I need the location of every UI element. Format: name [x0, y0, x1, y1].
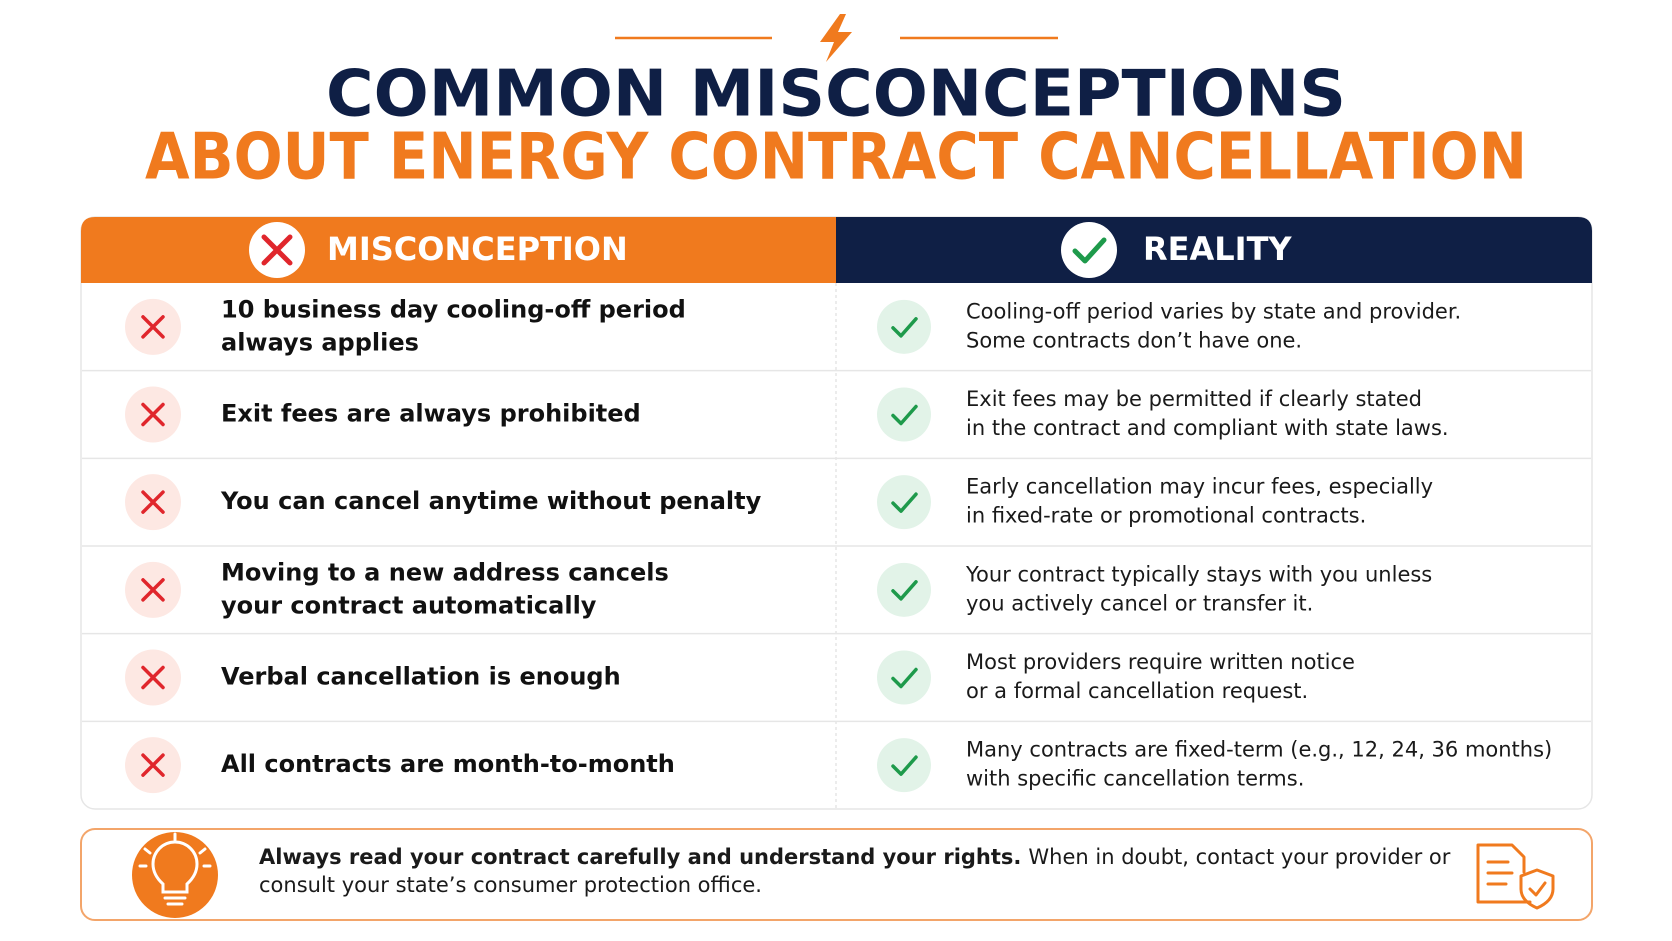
check-mark	[1072, 237, 1107, 264]
check-mark	[891, 580, 918, 601]
x-mark	[141, 490, 165, 514]
bulb-glyph	[138, 832, 212, 906]
check-mark	[891, 755, 918, 776]
reality-text: you actively cancel or transfer it.	[966, 591, 1313, 615]
footer-line: Always read your contract carefully and …	[259, 845, 1451, 869]
reality-text: Cooling-off period varies by state and p…	[966, 299, 1461, 323]
x-mark	[141, 753, 165, 777]
misconception-text: Moving to a new address cancels	[221, 558, 669, 586]
reality-text: Early cancellation may incur fees, espec…	[966, 475, 1433, 499]
lightning-icon	[820, 14, 852, 62]
check-icon	[877, 475, 931, 530]
title-line1: COMMON MISCONCEPTIONS	[326, 58, 1346, 132]
bulb-icon	[132, 832, 218, 918]
check-mark	[891, 317, 918, 338]
check-mark	[891, 492, 918, 513]
x-mark	[261, 234, 293, 266]
x-mark	[141, 578, 165, 602]
check-mark	[891, 667, 918, 689]
reality-text: in the contract and compliant with state…	[966, 416, 1449, 440]
check-icon	[877, 299, 931, 354]
misconception-text: 10 business day cooling-off period	[221, 295, 686, 323]
misconception-text: All contracts are month-to-month	[221, 750, 675, 778]
check-mark	[891, 404, 918, 426]
x-mark	[141, 402, 165, 427]
x-mark	[141, 665, 165, 690]
reality-text: in fixed-rate or promotional contracts.	[966, 504, 1366, 528]
misconception-text: You can cancel anytime without penalty	[220, 487, 762, 515]
check-icon	[877, 562, 931, 617]
table-rows: 10 business day cooling-off period always…	[82, 295, 1591, 794]
reality-text: Many contracts are fixed-term (e.g., 12,…	[966, 738, 1552, 762]
header-check-icon	[1061, 222, 1117, 278]
header-label: REALITY	[1143, 230, 1292, 268]
footer-text: consult your state’s consumer protection…	[259, 873, 762, 897]
check-icon	[877, 650, 931, 705]
footer-bold: Always read your contract carefully and …	[259, 845, 1021, 869]
check-icon	[877, 738, 931, 793]
check-icon	[877, 387, 931, 442]
misconception-text: always applies	[221, 328, 419, 356]
title-line2: ABOUT ENERGY CONTRACT CANCELLATION	[145, 121, 1527, 195]
footer-text: When in doubt, contact your provider or	[1028, 845, 1450, 869]
header-cell-right	[836, 217, 1592, 283]
reality-text: Exit fees may be permitted if clearly st…	[966, 387, 1422, 411]
footer-box	[80, 828, 1593, 921]
misconception-text: Exit fees are always prohibited	[221, 400, 641, 428]
misconception-text: Verbal cancellation is enough	[221, 663, 621, 691]
x-mark	[141, 315, 165, 339]
header-label: MISCONCEPTION	[327, 230, 628, 268]
document-icon	[1476, 843, 1555, 910]
reality-text: or a formal cancellation request.	[966, 679, 1308, 703]
reality-text: Your contract typically stays with you u…	[965, 562, 1432, 586]
reality-text: Some contracts don’t have one.	[966, 328, 1302, 352]
reality-text: Most providers require written notice	[966, 650, 1355, 674]
reality-text: with specific cancellation terms.	[966, 767, 1304, 791]
misconception-text: your contract automatically	[221, 591, 597, 619]
